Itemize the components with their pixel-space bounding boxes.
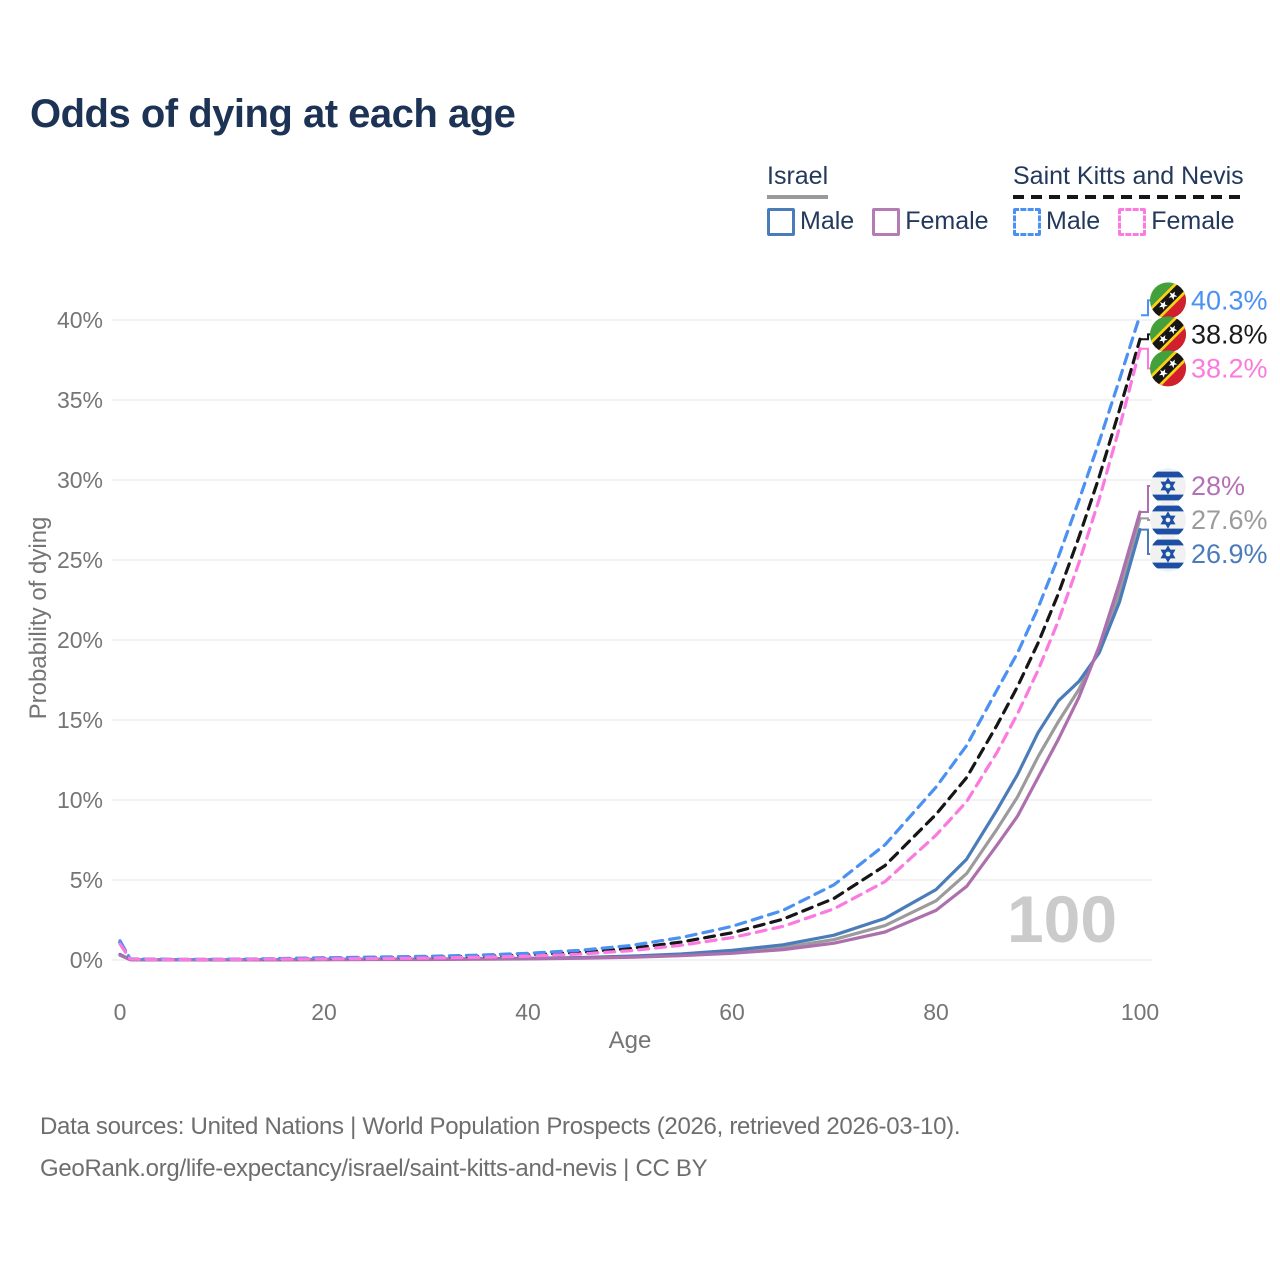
legend-item-skn-female[interactable]: Female [1118,207,1235,236]
legend-item-label: Male [1046,207,1101,235]
series-line-saint-kitts-and-nevis-male[interactable] [118,313,1142,962]
y-tick-label: 30% [57,467,103,493]
annotation-connector [1141,528,1152,555]
data-source-line: Data sources: United Nations | World Pop… [40,1113,961,1140]
series-line-israel-male[interactable] [118,527,1142,962]
annotation-connector [1141,485,1152,513]
legend-country-header: Saint Kitts and Nevis [1013,162,1244,199]
legend-swatch-icon [1013,207,1041,236]
legend-item-label: Female [905,207,989,235]
x-tick-label: 40 [515,999,541,1025]
x-axis-title: Age [609,1027,652,1054]
end-value-label-israel-male: 26.9% [1191,539,1268,569]
y-axis-title: Probability of dying [25,517,52,720]
legend-country-line-sample [1013,195,1244,199]
israel-flag-icon [1150,536,1186,572]
end-value-label-israel: 27.6% [1191,505,1268,535]
israel-flag-icon [1150,468,1186,504]
israel-flag-icon [1150,502,1186,538]
legend-item-skn-male[interactable]: Male [1013,207,1100,236]
saint-kitts-and-nevis-flag-icon [1150,316,1186,353]
series-line-saint-kitts-and-nevis[interactable] [118,337,1142,962]
source-attribution: Data sources: United Nations | World Pop… [40,1106,1240,1190]
credit-url-line: GeoRank.org/life-expectancy/israel/saint… [40,1155,708,1182]
series-line-saint-kitts-and-nevis-female[interactable] [118,347,1142,962]
series-line-israel[interactable] [118,516,1142,962]
chart-legend: Israel Male Female Saint Kitts and Nevis… [0,162,1280,242]
saint-kitts-and-nevis-flag-icon [1150,282,1186,319]
legend-item-label: Female [1151,207,1235,235]
y-tick-label: 20% [57,627,103,653]
legend-item-label: Male [800,207,855,235]
end-value-label-saint-kitts-and-nevis-female: 38.2% [1191,353,1268,383]
page-title: Odds of dying at each age [30,92,516,136]
end-value-label-saint-kitts-and-nevis-male: 40.3% [1191,285,1268,315]
y-tick-label: 10% [57,787,103,813]
end-value-label-saint-kitts-and-nevis: 38.8% [1191,319,1268,349]
legend-country-line-sample [767,195,829,199]
y-tick-label: 40% [57,307,103,333]
legend-country-label: Saint Kitts and Nevis [1013,162,1244,190]
legend-country-header: Israel [767,162,829,199]
y-tick-label: 25% [57,547,103,573]
legend-country-label: Israel [767,162,829,190]
legend-group-saint-kitts-and-nevis: Saint Kitts and Nevis Male Female [1013,162,1253,236]
y-tick-label: 35% [57,387,103,413]
x-tick-label: 80 [923,999,949,1025]
legend-swatch-icon [872,207,901,236]
y-tick-label: 0% [70,947,103,973]
legend-swatch-icon [767,207,795,236]
x-tick-label: 100 [1121,999,1159,1025]
legend-swatch-icon [1118,207,1147,236]
series-line-israel-female[interactable] [118,510,1142,962]
x-tick-label: 20 [311,999,337,1025]
y-tick-label: 15% [57,707,103,733]
y-tick-label: 5% [70,867,103,893]
legend-group-israel: Israel Male Female [767,162,1007,236]
legend-item-israel-male[interactable]: Male [767,207,854,236]
legend-item-israel-female[interactable]: Female [872,207,989,236]
saint-kitts-and-nevis-flag-icon [1150,350,1186,387]
x-tick-label: 0 [114,999,127,1025]
end-value-label-israel-female: 28% [1191,471,1245,501]
age-indicator-watermark: 100 [1007,882,1117,956]
x-tick-label: 60 [719,999,745,1025]
